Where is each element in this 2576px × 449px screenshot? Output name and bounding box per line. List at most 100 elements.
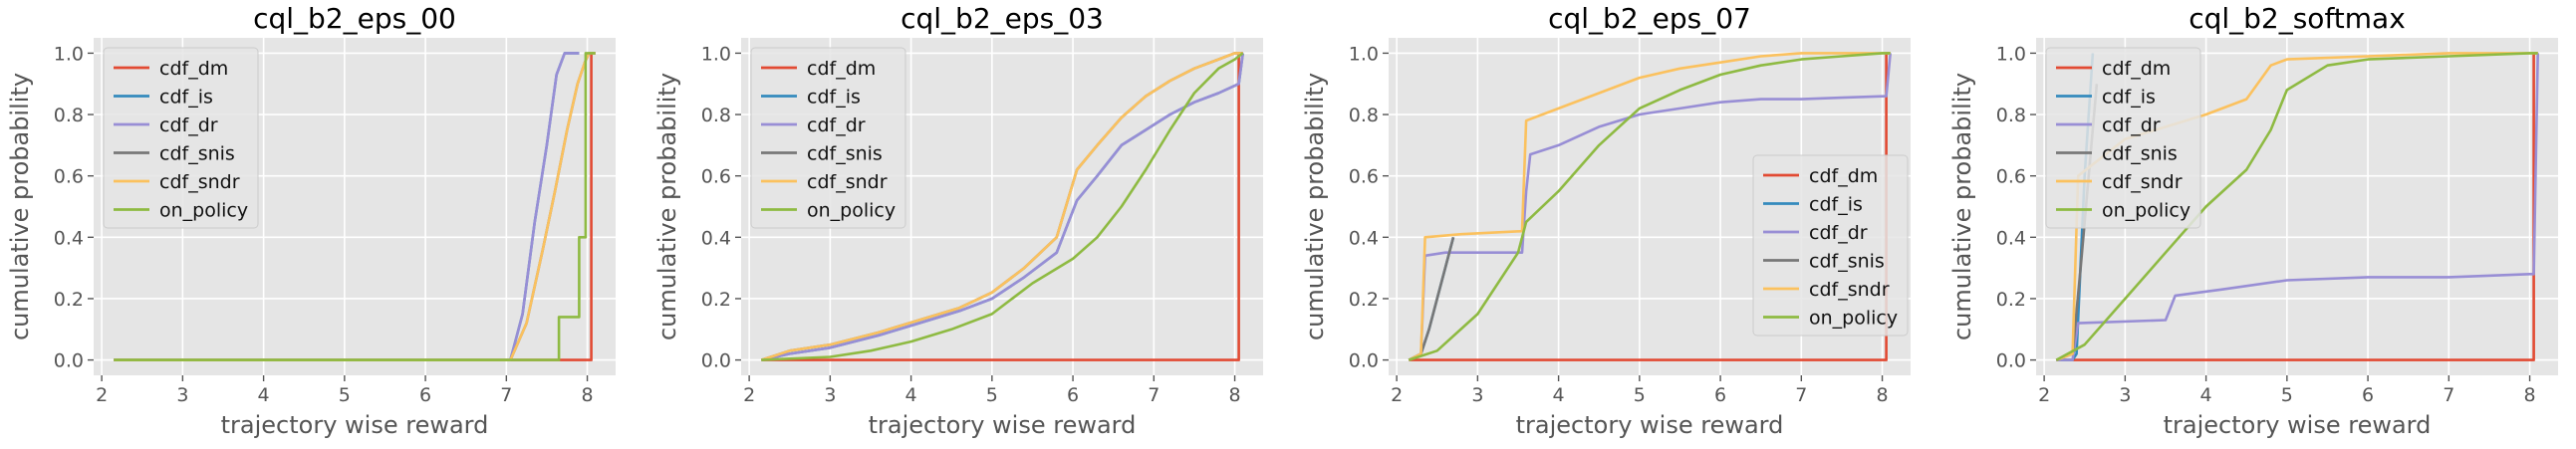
x-tick-label: 5	[1634, 384, 1646, 406]
x-axis-label: trajectory wise reward	[869, 411, 1137, 439]
y-tick-label: 0.8	[54, 105, 84, 126]
legend-label: cdf_snis	[159, 143, 235, 165]
y-tick-label: 0.0	[701, 350, 731, 372]
x-tick-label: 3	[824, 384, 836, 406]
legend-label: on_policy	[2102, 200, 2190, 222]
subplot-4: 2 3 4 5 6 7 8 0.0 0.2 0.4 0.6 0.8 1.0 cql_b2_softmaxt…	[1948, 2, 2558, 439]
subplot-2: 2 3 4 5 6 7 8 0.0 0.2 0.4 0.6 0.8 1.0 cql_b2_eps_03tr…	[653, 2, 1263, 439]
legend-label: cdf_dr	[2102, 114, 2161, 136]
legend-label: cdf_dr	[807, 114, 866, 136]
y-tick-label: 0.0	[1349, 350, 1379, 372]
y-tick-label: 0.4	[701, 227, 731, 249]
y-tick-label: 0.6	[1996, 166, 2026, 188]
legend-label: cdf_dm	[1809, 165, 1878, 187]
legend-label: cdf_is	[2102, 87, 2156, 109]
legend-box	[2045, 47, 2201, 229]
legend-label: cdf_is	[1809, 194, 1863, 216]
series-line-cdf-dr	[1408, 53, 1892, 361]
legend: cdf_dm cdf_is cdf_dr cdf_snis cdf_sndr on_pol…	[2045, 47, 2201, 229]
y-tick-label: 0.4	[1349, 227, 1379, 249]
x-tick-label: 5	[2281, 384, 2293, 406]
x-tick-label: 6	[1714, 384, 1726, 406]
legend-label: on_policy	[1809, 308, 1898, 330]
y-tick-label: 0.8	[1349, 105, 1379, 126]
x-tick-label: 5	[339, 384, 351, 406]
y-tick-label: 0.6	[54, 166, 84, 188]
x-axis-label: trajectory wise reward	[1516, 411, 1784, 439]
subplot-title: cql_b2_eps_03	[901, 2, 1104, 35]
series-line-on-policy	[2055, 52, 2538, 361]
legend-label: cdf_snis	[1809, 251, 1885, 273]
x-axis-label: trajectory wise reward	[221, 411, 489, 439]
x-tick-label: 7	[1795, 384, 1807, 406]
y-tick-label: 0.0	[54, 350, 84, 372]
x-tick-label: 7	[1148, 384, 1159, 406]
x-tick-label: 2	[2038, 384, 2050, 406]
series-line-on-policy	[761, 52, 1244, 361]
x-tick-label: 7	[2443, 384, 2454, 406]
y-tick-label: 1.0	[54, 43, 84, 65]
legend-label: cdf_snis	[2102, 143, 2178, 165]
legend: cdf_dm cdf_is cdf_dr cdf_snis cdf_sndr on_pol…	[750, 47, 906, 229]
legend-label: cdf_dr	[1809, 222, 1868, 244]
legend: cdf_dm cdf_is cdf_dr cdf_snis cdf_sndr on_pol…	[103, 47, 259, 229]
x-tick-label: 5	[986, 384, 998, 406]
y-tick-label: 0.2	[1996, 289, 2026, 311]
y-tick-label: 0.0	[1996, 350, 2026, 372]
y-tick-label: 0.6	[1349, 166, 1379, 188]
series-line-cdf-sndr	[1408, 52, 1891, 361]
series-line-on-policy	[114, 52, 596, 361]
subplot-3: 2 3 4 5 6 7 8 0.0 0.2 0.4 0.6 0.8 1.0 cql_b2_eps_07tr…	[1301, 2, 1911, 439]
y-tick-label: 1.0	[701, 43, 731, 65]
y-axis-label: cumulative probability	[653, 73, 681, 340]
series-line-cdf-sndr	[760, 52, 1243, 361]
y-tick-label: 0.4	[1996, 227, 2026, 249]
x-tick-label: 6	[1067, 384, 1079, 406]
series-line-cdf-dr	[761, 53, 1244, 361]
x-tick-label: 4	[258, 384, 270, 406]
y-axis-label: cumulative probability	[1301, 73, 1329, 340]
legend-label: cdf_sndr	[807, 171, 888, 193]
legend-label: cdf_snis	[807, 143, 883, 165]
y-tick-label: 1.0	[1349, 43, 1379, 65]
legend-box	[103, 47, 259, 229]
x-tick-label: 8	[1877, 384, 1889, 406]
legend-label: cdf_sndr	[2102, 171, 2183, 193]
y-tick-label: 0.2	[701, 289, 731, 311]
y-tick-label: 0.2	[54, 289, 84, 311]
x-tick-label: 2	[1391, 384, 1403, 406]
x-tick-label: 8	[2524, 384, 2536, 406]
legend-label: cdf_sndr	[159, 171, 240, 193]
x-tick-label: 3	[2119, 384, 2131, 406]
x-tick-label: 8	[582, 384, 594, 406]
x-tick-label: 4	[1553, 384, 1565, 406]
series-line-cdf-dr	[2056, 53, 2539, 361]
y-tick-label: 1.0	[1996, 43, 2026, 65]
y-tick-label: 0.2	[1349, 289, 1379, 311]
legend: cdf_dm cdf_is cdf_dr cdf_snis cdf_sndr on_pol…	[1752, 154, 1909, 337]
subplot-title: cql_b2_eps_07	[1548, 2, 1751, 35]
y-axis-label: cumulative probability	[6, 73, 34, 340]
y-tick-label: 0.8	[1996, 105, 2026, 126]
series-line-on-policy	[1408, 52, 1891, 361]
x-axis-label: trajectory wise reward	[2164, 411, 2432, 439]
x-tick-label: 6	[2362, 384, 2374, 406]
y-axis-label: cumulative probability	[1948, 73, 1976, 340]
series-line-cdf-dr	[114, 52, 580, 361]
subplot-1: 2 3 4 5 6 7 8 0.0 0.2 0.4 0.6 0.8 1.0 cql_b2_eps_00tr…	[6, 2, 616, 439]
x-tick-label: 2	[96, 384, 108, 406]
y-tick-label: 0.6	[701, 166, 731, 188]
legend-label: cdf_sndr	[1809, 279, 1890, 301]
legend-label: cdf_dm	[2102, 58, 2171, 80]
x-tick-label: 4	[905, 384, 917, 406]
legend-label: on_policy	[807, 200, 896, 222]
y-tick-label: 0.8	[701, 105, 731, 126]
x-tick-label: 3	[176, 384, 188, 406]
legend-box	[750, 47, 906, 229]
y-tick-label: 0.4	[54, 227, 84, 249]
x-tick-label: 8	[1229, 384, 1241, 406]
legend-label: on_policy	[159, 200, 248, 222]
legend-label: cdf_is	[807, 87, 861, 109]
x-tick-label: 3	[1471, 384, 1483, 406]
